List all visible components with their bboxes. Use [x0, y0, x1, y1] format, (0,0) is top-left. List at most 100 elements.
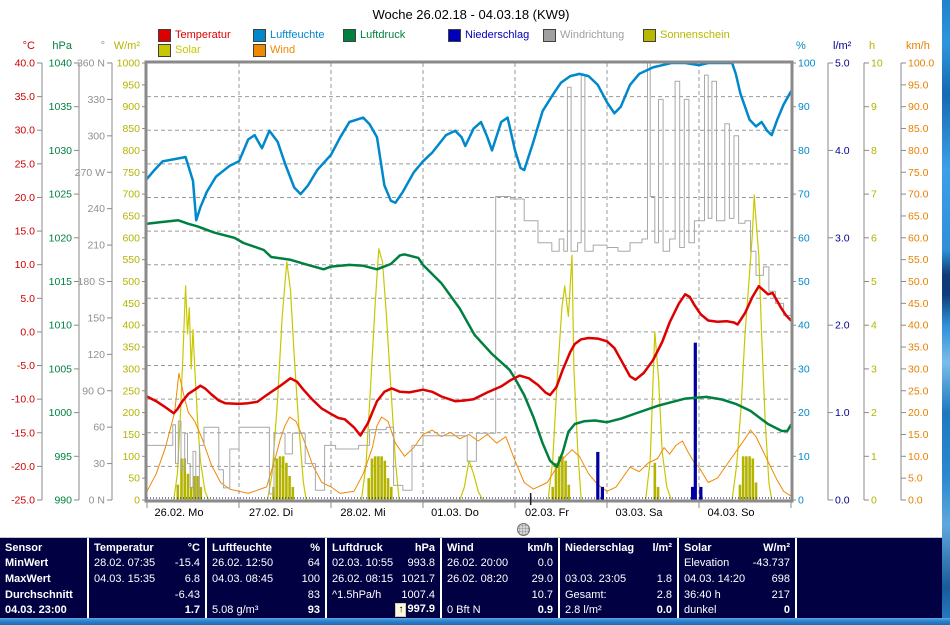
svg-text:6: 6: [871, 232, 877, 244]
legend-swatch-luftfeuchte: [253, 28, 266, 42]
table-column-luftdruck: Luftdruck hPa 02.03. 10:55 993.8 26.02. 08:1…: [325, 538, 440, 619]
table-cell-wind-row1: 26.02. 08:20 29.0: [447, 572, 553, 585]
svg-text:90.0: 90.0: [908, 101, 929, 113]
svg-text:850: 850: [122, 123, 140, 135]
legend-item-niederschlag[interactable]: Niederschlag: [448, 28, 530, 42]
table-cell-solar-row2: 36:40 h 217: [684, 588, 790, 601]
legend-label: Windrichtung: [560, 29, 625, 41]
table-cell-luftfeuchte-row1: 04.03. 08:45 100: [212, 572, 320, 585]
axis-solar-wm2: 1000950900850800750700650600550500450400…: [114, 40, 148, 507]
axis-unit-rain-lm2: l/m²: [833, 40, 852, 52]
svg-text:400: 400: [122, 320, 140, 332]
svg-text:0.0: 0.0: [20, 326, 35, 338]
legend-swatch-luftdruck: [343, 28, 356, 42]
sensor-row-label: MaxWert: [5, 572, 51, 585]
legend-item-temperatur[interactable]: Temperatur: [158, 28, 231, 42]
svg-text:650: 650: [122, 210, 140, 222]
svg-text:1030: 1030: [49, 145, 73, 157]
status-table: Sensor MinWert MaxWert Durchschnitt 04.03. 2…: [0, 537, 942, 620]
legend-item-sonnenschein[interactable]: Sonnenschein: [643, 28, 730, 42]
table-column-wind: Wind km/h 26.02. 20:00 0.0 26.02. 08:20 29.0 1…: [440, 538, 558, 619]
svg-text:45.0: 45.0: [908, 298, 929, 310]
svg-text:500: 500: [122, 276, 140, 288]
legend-item-luftdruck[interactable]: Luftdruck: [343, 28, 405, 42]
axis-unit-wind-dir-deg: °: [101, 40, 105, 52]
time-slider[interactable]: [517, 523, 530, 536]
legend-swatch-temperatur: [158, 28, 171, 42]
legend-swatch-sonnenschein: [643, 28, 656, 42]
svg-text:01.03. Do: 01.03. Do: [431, 507, 479, 519]
svg-text:750: 750: [122, 167, 140, 179]
page-title: Woche 26.02.18 - 04.03.18 (KW9): [372, 7, 570, 22]
legend-label: Niederschlag: [465, 29, 530, 41]
svg-text:50.0: 50.0: [908, 276, 929, 288]
svg-text:700: 700: [122, 189, 140, 201]
svg-text:100: 100: [122, 451, 140, 463]
svg-text:60.0: 60.0: [908, 232, 929, 244]
sensor-row-label: MinWert: [5, 557, 49, 570]
svg-text:03.03. Sa: 03.03. Sa: [615, 507, 663, 519]
svg-text:995: 995: [54, 451, 72, 463]
svg-text:60: 60: [798, 232, 810, 244]
svg-text:70.0: 70.0: [908, 189, 929, 201]
svg-text:4.0: 4.0: [835, 145, 850, 157]
svg-text:7: 7: [871, 189, 877, 201]
table-column-empty: [795, 538, 930, 619]
axis-wind-dir-deg: 360 N 330 300 270 W 240 210 180 S 150 120 90 O 60 3…: [75, 40, 113, 507]
table-column-niederschlag: Niederschlag l/m² 03.03. 23:05 1.8 Gesamt: 2.…: [558, 538, 677, 619]
legend-item-wind[interactable]: Wind: [253, 43, 295, 57]
x-axis-labels: 26.02. Mo 27.02. Di 28.02. Mi 01.03. Do 02.0…: [146, 502, 792, 519]
svg-text:85.0: 85.0: [908, 123, 929, 135]
legend-swatch-solar: [158, 43, 171, 57]
series-luftfeuchte: [147, 63, 791, 222]
legend-item-windrichtung[interactable]: Windrichtung: [543, 28, 625, 42]
table-cell-luftdruck-row3: ↑ 997.9: [332, 602, 435, 618]
svg-text:900: 900: [122, 101, 140, 113]
svg-text:300: 300: [87, 130, 105, 142]
table-cell-wind-row0: 26.02. 20:00 0.0: [447, 557, 553, 570]
legend-item-solar[interactable]: Solar: [158, 43, 201, 57]
svg-text:360 N: 360 N: [77, 58, 105, 70]
svg-text:04.03. So: 04.03. So: [707, 507, 754, 519]
svg-text:40.0: 40.0: [15, 58, 36, 70]
svg-text:-5.0: -5.0: [17, 360, 35, 372]
svg-text:10.0: 10.0: [15, 259, 36, 271]
axis-unit-sun-h: h: [869, 40, 875, 52]
legend-item-luftfeuchte[interactable]: Luftfeuchte: [253, 28, 325, 42]
table-column-sensor: Sensor MinWert MaxWert Durchschnitt 04.03. 2…: [0, 538, 87, 619]
svg-text:35.0: 35.0: [908, 342, 929, 354]
legend-label: Luftfeuchte: [270, 29, 325, 41]
svg-text:40: 40: [798, 320, 810, 332]
svg-text:800: 800: [122, 145, 140, 157]
svg-text:70: 70: [798, 189, 810, 201]
svg-text:150: 150: [87, 312, 105, 324]
table-cell-temperatur-row1: 04.03. 15:35 6.8: [94, 572, 200, 585]
svg-text:95.0: 95.0: [908, 79, 929, 91]
table-cell-niederschlag-row0: [565, 556, 672, 572]
up-arrow-icon: ↑: [395, 603, 407, 618]
column-header-luftfeuchte: Luftfeuchte%: [212, 541, 320, 554]
axis-temp-c: 40.0 35.0 30.0 25.0 20.0 15.0 10.0 5.0 0.0 -5.0 -1…: [11, 40, 43, 507]
legend-swatch-wind: [253, 43, 266, 57]
table-cell-solar-row0: Elevation -43.737: [684, 557, 790, 570]
svg-text:30.0: 30.0: [908, 363, 929, 375]
axis-pressure-hpa: 1040 1035 1030 1025 1020 1015 1010 1005 1000 995 9…: [49, 40, 80, 507]
svg-text:02.03. Fr: 02.03. Fr: [525, 507, 569, 519]
svg-text:0.0: 0.0: [835, 495, 850, 507]
svg-text:1: 1: [871, 451, 877, 463]
legend-label: Solar: [175, 44, 201, 56]
svg-text:30.0: 30.0: [15, 125, 36, 137]
axis-unit-solar-wm2: W/m²: [114, 40, 141, 52]
svg-text:240: 240: [87, 203, 105, 215]
svg-text:15.0: 15.0: [908, 429, 929, 441]
axis-unit-wind-kmh: km/h: [906, 40, 930, 52]
svg-text:25.0: 25.0: [908, 385, 929, 397]
legend-swatch-windrichtung: [543, 28, 556, 42]
svg-text:1010: 1010: [49, 320, 73, 332]
svg-text:1015: 1015: [49, 276, 73, 288]
svg-text:0 N: 0 N: [89, 495, 105, 507]
table-cell-temperatur-row2: -6.43: [174, 588, 200, 601]
axis-unit-temp-c: °C: [23, 40, 35, 52]
column-header-niederschlag: Niederschlag l/m²: [565, 541, 672, 554]
